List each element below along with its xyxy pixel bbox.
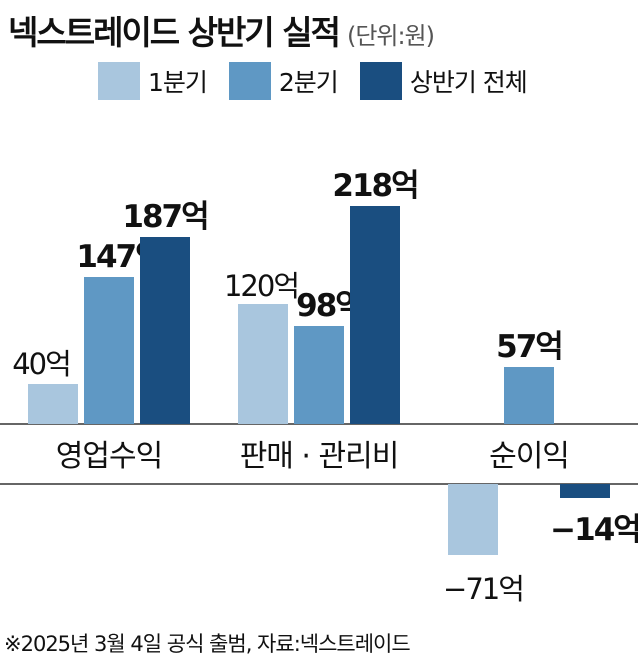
bar-0-0: [28, 384, 78, 424]
legend-swatch-q1: [98, 62, 140, 100]
chart-title: 넥스트레이드 상반기 실적: [8, 13, 341, 52]
bar-1-2: [504, 367, 554, 424]
title-row: 넥스트레이드 상반기 실적 (단위:원): [8, 6, 435, 52]
data-label: −71억: [443, 572, 523, 606]
category-label: 순이익: [489, 439, 569, 474]
legend-swatch-q2: [228, 62, 271, 100]
data-label: 57억: [496, 329, 562, 365]
category-label: 판매 · 관리비: [240, 439, 399, 474]
bar-0-2: [448, 484, 498, 555]
legend-swatch-h1: [359, 62, 402, 100]
legend-item-h1: 상반기 전체: [359, 62, 528, 100]
legend-label-h1: 상반기 전체: [409, 68, 528, 97]
legend-item-q1: 1분기: [98, 62, 208, 100]
data-label: 40억: [12, 347, 70, 381]
bar-0-1: [238, 304, 288, 424]
bar-2-2: [560, 484, 610, 498]
legend-label-q1: 1분기: [148, 68, 208, 97]
data-label: 120억: [224, 269, 298, 303]
bar-2-1: [350, 206, 400, 424]
data-label: 187억: [122, 199, 207, 235]
bar-2-0: [140, 237, 190, 424]
source-note: ※2025년 3월 4일 공식 출범, 자료:넥스트레이드: [4, 632, 411, 656]
unit-label: (단위:원): [346, 22, 435, 50]
bar-1-0: [84, 277, 134, 424]
legend-label-q2: 2분기: [278, 68, 339, 97]
data-label: 218억: [332, 168, 417, 204]
data-label: −14억: [550, 512, 638, 548]
legend: 1분기 2분기 상반기 전체: [98, 62, 549, 100]
category-label: 영업수익: [56, 439, 162, 474]
bar-1-1: [294, 326, 344, 424]
legend-item-q2: 2분기: [228, 62, 339, 100]
